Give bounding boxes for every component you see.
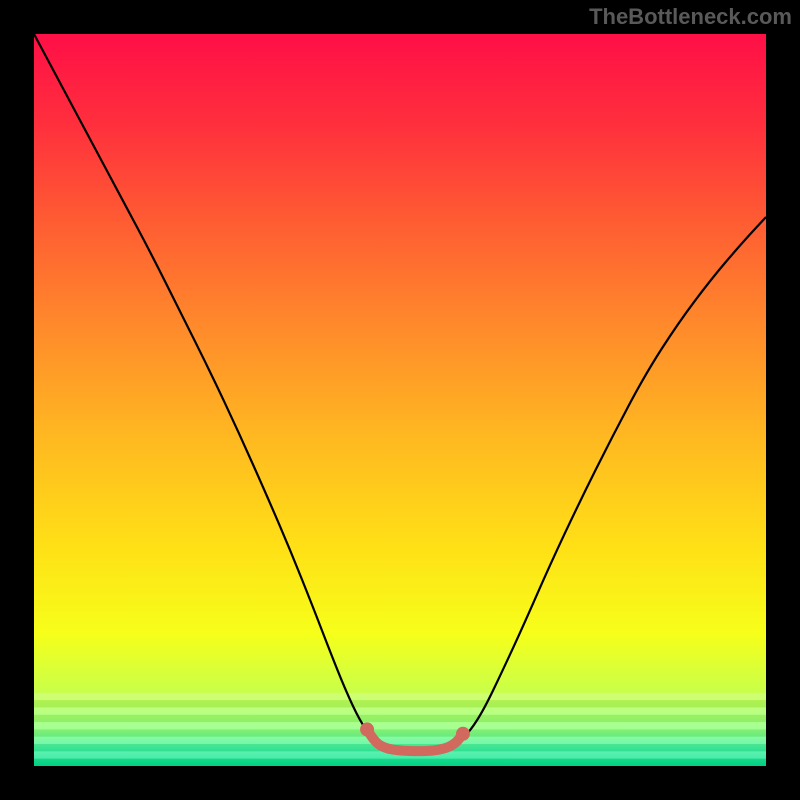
bottom-stripe	[34, 693, 766, 700]
plot-area	[34, 34, 766, 766]
bottom-stripe	[34, 759, 766, 766]
trough-endpoint-dot	[456, 727, 470, 741]
bottom-stripe	[34, 722, 766, 729]
bottom-stripe	[34, 715, 766, 722]
bottom-stripe	[34, 744, 766, 751]
chart-svg	[34, 34, 766, 766]
gradient-background	[34, 34, 766, 766]
trough-highlight	[367, 729, 463, 751]
bottom-stripe	[34, 707, 766, 714]
chart-container: TheBottleneck.com	[0, 0, 800, 800]
bottom-stripe	[34, 729, 766, 736]
bottom-stripe	[34, 751, 766, 758]
bottom-stripe	[34, 737, 766, 744]
watermark-label: TheBottleneck.com	[589, 4, 792, 30]
bottleneck-curve	[34, 34, 766, 751]
trough-endpoint-dot	[360, 722, 374, 736]
bottom-stripe	[34, 700, 766, 707]
